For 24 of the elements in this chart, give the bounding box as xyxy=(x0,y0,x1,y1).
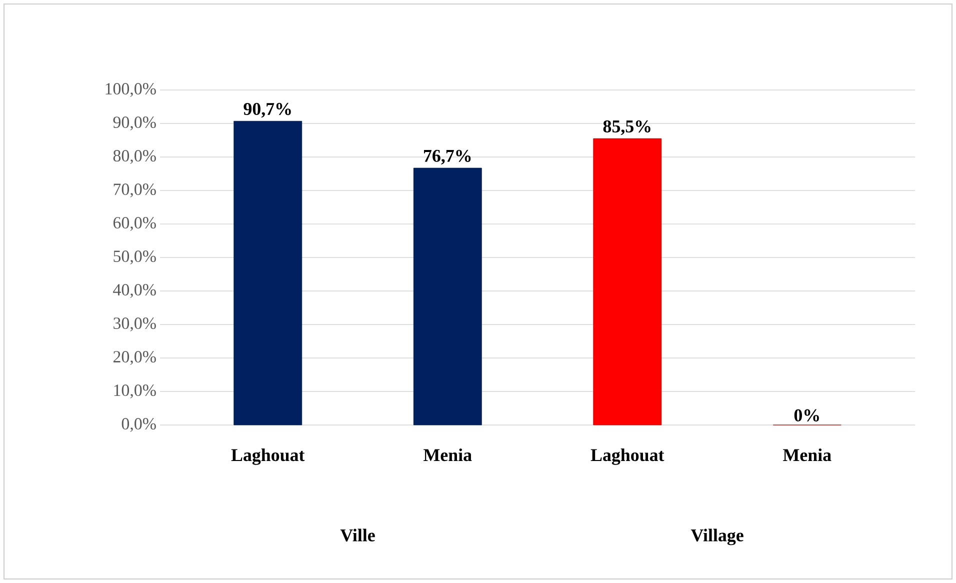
x-tick-label: Laghouat xyxy=(231,448,305,465)
data-label: 90,7% xyxy=(244,102,291,118)
y-tick-label: 30,0% xyxy=(114,318,156,332)
y-tick-label: 40,0% xyxy=(113,284,156,298)
data-label: 85,5% xyxy=(603,120,650,136)
y-tick-label: 0,0% xyxy=(122,418,156,432)
text: Village xyxy=(690,528,744,546)
y-tick-label: 80,0% xyxy=(113,150,156,164)
bar xyxy=(413,168,482,426)
data-label: 0% xyxy=(794,409,819,422)
y-tick-label: 100,0% xyxy=(106,83,156,97)
y-tick-label: 60,0% xyxy=(113,217,156,231)
text: Ville xyxy=(340,528,375,542)
y-tick-label: 50,0% xyxy=(114,250,156,264)
y-tick-label: 10,0% xyxy=(114,384,156,398)
x-tick-label: Laghouat xyxy=(590,448,664,465)
bar xyxy=(234,120,302,426)
data-label: 76,7% xyxy=(424,150,471,165)
x-tick-label: Menia xyxy=(424,448,472,462)
bar xyxy=(593,138,662,426)
y-tick-label: 20,0% xyxy=(113,351,156,365)
x-tick-label: Menia xyxy=(783,448,832,462)
y-tick-label: 70,0% xyxy=(114,184,156,198)
y-tick-label: 90,0% xyxy=(113,116,156,130)
